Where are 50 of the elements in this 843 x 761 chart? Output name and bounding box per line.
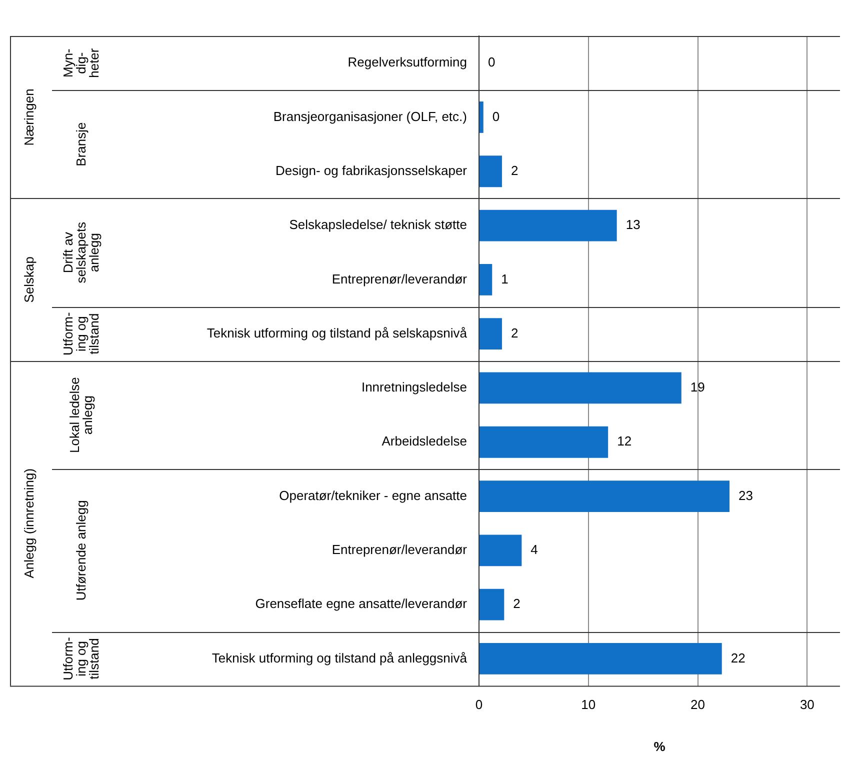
bar [480,156,502,188]
text: Næringen [22,88,37,146]
text: Utform- ing og tilstand [60,312,102,356]
data-label: 1 [501,271,508,286]
bar [480,210,617,242]
data-label: 2 [510,325,518,340]
text: Lokal ledelse anlegg [67,377,96,453]
y-tick-label: Selskapsledelse/ teknisk støtte [289,217,467,232]
x-tick-label: 20 [690,697,706,712]
data-label: 4 [530,542,538,558]
bar [480,426,608,458]
text: Selskap [22,256,37,303]
data-label: 0 [492,108,500,124]
data-label: 19 [690,380,705,395]
y-tick-label: Entreprenør/leverandør [332,271,468,286]
data-label: 0 [488,54,496,70]
text: Drift av selskapets anlegg [60,221,102,284]
data-label: 23 [738,488,753,503]
data-label: 22 [730,650,746,666]
text: Anlegg (innretning) [22,468,37,578]
bar [480,264,492,296]
y-tick-label: Innretningsledelse [361,380,467,395]
y-tick-label: Operatør/tekniker - egne ansatte [279,488,467,503]
y-tick-label: Teknisk utforming og tilstand på anleggsnivå [212,650,468,666]
bar [480,318,502,350]
data-label: 2 [510,162,518,178]
text: Utform- ing og tilstand [60,637,102,680]
bar [480,102,484,133]
y-tick-label: Entreprenør/leverandør [332,542,468,558]
bar [480,588,504,620]
y-tick-label: Arbeidsledelse [382,434,467,449]
bar [480,372,682,404]
data-label: 13 [626,217,640,232]
data-label: 2 [513,596,520,612]
data-label: 12 [617,434,632,449]
y-tick-label: Design- og fabrikasjonsselskaper [276,162,468,178]
bar [480,480,730,512]
text: Myn- dig- heter [60,48,102,78]
text: Bransje [74,122,89,166]
y-tick-label: Teknisk utforming og tilstand på selskapsnivå [206,325,468,340]
x-axis-title: % [654,738,666,754]
bar [480,534,522,566]
y-tick-label: Bransjeorganisasjoner (OLF, etc.) [273,108,467,124]
y-tick-label: Regelverksutforming [348,54,467,70]
bar [480,643,722,674]
y-tick-label: Grenseflate egne ansatte/leverandør [255,596,468,612]
x-tick-label: 0 [475,697,483,712]
x-tick-label: 30 [800,697,814,712]
x-tick-label: 10 [581,697,596,712]
text: Utførende anlegg [74,500,89,601]
